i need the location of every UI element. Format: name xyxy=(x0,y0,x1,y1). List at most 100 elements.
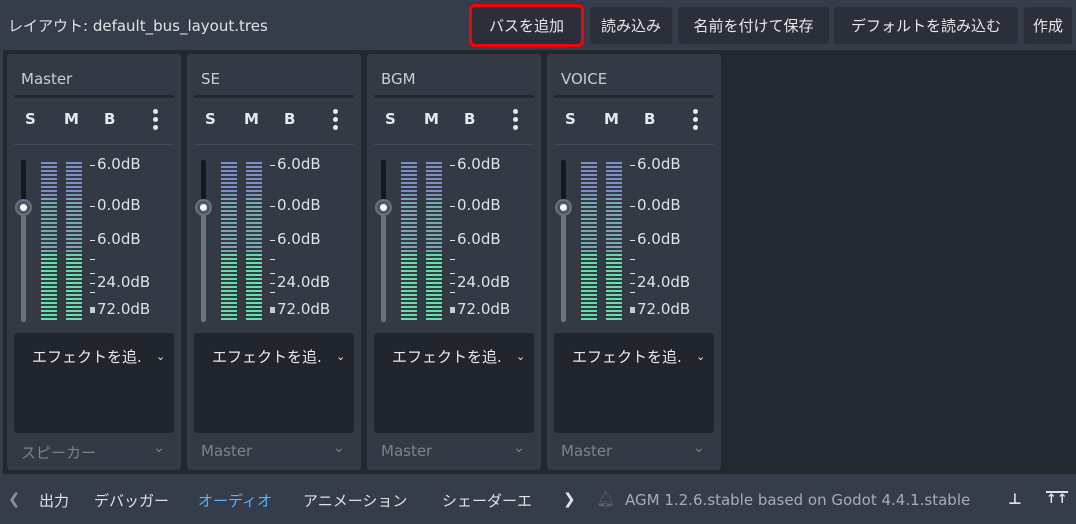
scale-tick xyxy=(90,273,95,274)
bypass-button[interactable]: B xyxy=(284,110,296,128)
chevron-down-icon[interactable]: ⌄ xyxy=(516,350,526,363)
volume-slider-handle[interactable] xyxy=(195,199,212,216)
volume-slider-handle[interactable] xyxy=(15,199,32,216)
scale-tick xyxy=(90,206,95,207)
meter-segment xyxy=(401,198,417,200)
bus-panel: Master S M B 6.0dB 0.0dB 6.0dB 24.0dB 72.0dB… xyxy=(3,50,1076,474)
tab-output[interactable]: 出力 xyxy=(39,492,70,510)
chevron-down-icon[interactable]: ⌄ xyxy=(156,350,166,363)
meter-segment xyxy=(41,226,57,228)
meter-segment xyxy=(246,282,262,284)
divider xyxy=(194,144,354,145)
meter-segment xyxy=(41,230,57,232)
meter-segment xyxy=(581,182,597,184)
meter-segment xyxy=(426,210,442,212)
scroll-right-icon[interactable]: ❯ xyxy=(563,490,576,508)
meter-segment xyxy=(246,318,262,320)
meter-segment xyxy=(606,258,622,260)
volume-slider-handle[interactable] xyxy=(555,199,572,216)
tab-audio[interactable]: オーディオ xyxy=(198,492,272,510)
meter-segment xyxy=(426,270,442,272)
effects-list: エフェクトを追. ⌄ xyxy=(194,333,354,433)
meter-segment xyxy=(401,178,417,180)
meter-segment xyxy=(246,218,262,220)
output-select[interactable]: Master xyxy=(561,442,613,460)
output-select[interactable]: スピーカー xyxy=(21,444,97,462)
create-button[interactable]: 作成 xyxy=(1024,7,1072,44)
solo-button[interactable]: S xyxy=(205,110,216,128)
pin-icon[interactable]: ⊥ xyxy=(1008,490,1022,508)
scroll-left-icon[interactable]: ❮ xyxy=(8,490,21,508)
bus-name[interactable]: SE xyxy=(201,70,220,88)
chevron-down-icon[interactable]: ⌄ xyxy=(336,350,346,363)
meter-segment xyxy=(246,298,262,300)
add-effect-dropdown[interactable]: エフェクトを追. xyxy=(572,348,682,366)
meter-segment xyxy=(221,174,237,176)
meter-segment xyxy=(66,298,82,300)
kebab-icon[interactable] xyxy=(513,109,519,133)
tab-debugger[interactable]: デバッガー xyxy=(94,492,170,510)
load-default-button[interactable]: デフォルトを読み込む xyxy=(834,7,1018,44)
meter-segment xyxy=(606,282,622,284)
output-select[interactable]: Master xyxy=(201,442,253,460)
meter-segment xyxy=(581,238,597,240)
kebab-icon[interactable] xyxy=(333,109,339,133)
add-bus-button[interactable]: バスを追加 xyxy=(469,4,584,47)
bypass-button[interactable]: B xyxy=(464,110,476,128)
save-as-button[interactable]: 名前を付けて保存 xyxy=(678,7,829,44)
expand-panel-icon[interactable]: ↑↑ xyxy=(1046,491,1068,507)
solo-button[interactable]: S xyxy=(565,110,576,128)
tab-animation[interactable]: アニメーション xyxy=(303,492,408,510)
meter-segment xyxy=(581,226,597,228)
kebab-icon[interactable] xyxy=(153,109,159,133)
mute-button[interactable]: M xyxy=(604,110,619,128)
bypass-button[interactable]: B xyxy=(644,110,656,128)
chevron-down-icon[interactable]: ⌄ xyxy=(153,440,165,456)
add-effect-dropdown[interactable]: エフェクトを追. xyxy=(32,348,142,366)
meter-segment xyxy=(606,182,622,184)
bus-name[interactable]: BGM xyxy=(381,70,416,88)
meter-segment xyxy=(401,250,417,252)
add-effect-dropdown[interactable]: エフェクトを追. xyxy=(392,348,502,366)
solo-button[interactable]: S xyxy=(385,110,396,128)
volume-slider-handle[interactable] xyxy=(375,199,392,216)
chevron-down-icon[interactable]: ⌄ xyxy=(696,350,706,363)
chevron-down-icon[interactable]: ⌄ xyxy=(693,440,705,456)
meter-segment xyxy=(401,278,417,280)
meter-segment xyxy=(581,282,597,284)
output-select[interactable]: Master xyxy=(381,442,433,460)
chevron-down-icon[interactable]: ⌄ xyxy=(333,440,345,456)
solo-button[interactable]: S xyxy=(25,110,36,128)
bell-icon[interactable]: 🔔︎ xyxy=(596,490,616,508)
db-label: 6.0dB xyxy=(457,230,501,248)
meter-segment xyxy=(246,182,262,184)
meter-segment xyxy=(606,222,622,224)
scale-tick xyxy=(90,307,95,313)
kebab-icon[interactable] xyxy=(693,109,699,133)
mute-button[interactable]: M xyxy=(244,110,259,128)
bus-name[interactable]: VOICE xyxy=(561,70,608,88)
meter-segment xyxy=(66,198,82,200)
load-button[interactable]: 読み込み xyxy=(590,7,672,44)
meter-segment xyxy=(66,250,82,252)
meter-segment xyxy=(221,166,237,168)
meter-segment xyxy=(246,270,262,272)
meter-segment xyxy=(606,298,622,300)
scale-tick xyxy=(630,273,635,274)
tab-shader-editor[interactable]: シェーダーエ xyxy=(442,492,533,510)
bus-name[interactable]: Master xyxy=(21,70,73,88)
mute-button[interactable]: M xyxy=(424,110,439,128)
meter-segment xyxy=(581,302,597,304)
meter-segment xyxy=(606,294,622,296)
meter-segment xyxy=(426,274,442,276)
bypass-button[interactable]: B xyxy=(104,110,116,128)
chevron-down-icon[interactable]: ⌄ xyxy=(513,440,525,456)
meter-segment xyxy=(401,186,417,188)
divider xyxy=(14,144,174,145)
meter-segment xyxy=(221,270,237,272)
scale-tick xyxy=(450,206,455,207)
meter-segment xyxy=(246,170,262,172)
add-effect-dropdown[interactable]: エフェクトを追. xyxy=(212,348,322,366)
scale-tick xyxy=(270,292,275,293)
mute-button[interactable]: M xyxy=(64,110,79,128)
